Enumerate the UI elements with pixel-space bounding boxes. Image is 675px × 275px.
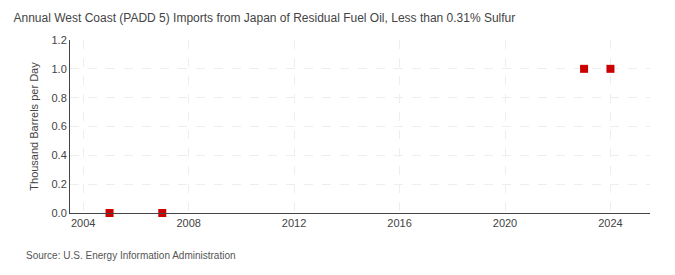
- svg-text:2024: 2024: [598, 217, 622, 229]
- svg-text:0.6: 0.6: [52, 120, 67, 132]
- svg-text:Thousand Barrels per Day: Thousand Barrels per Day: [28, 62, 40, 191]
- svg-text:Annual West Coast (PADD 5) Imp: Annual West Coast (PADD 5) Imports from …: [14, 11, 516, 25]
- svg-text:0.4: 0.4: [52, 149, 67, 161]
- svg-text:2012: 2012: [282, 217, 306, 229]
- svg-text:1.2: 1.2: [52, 34, 67, 46]
- svg-text:0.8: 0.8: [52, 92, 67, 104]
- svg-text:2016: 2016: [387, 217, 411, 229]
- svg-text:2008: 2008: [176, 217, 200, 229]
- svg-text:2004: 2004: [71, 217, 95, 229]
- svg-text:0.2: 0.2: [52, 178, 67, 190]
- svg-text:1.0: 1.0: [52, 63, 67, 75]
- svg-text:Source: U.S. Energy Informatio: Source: U.S. Energy Information Administ…: [26, 250, 236, 261]
- svg-text:0.0: 0.0: [52, 207, 67, 219]
- svg-text:2020: 2020: [493, 217, 517, 229]
